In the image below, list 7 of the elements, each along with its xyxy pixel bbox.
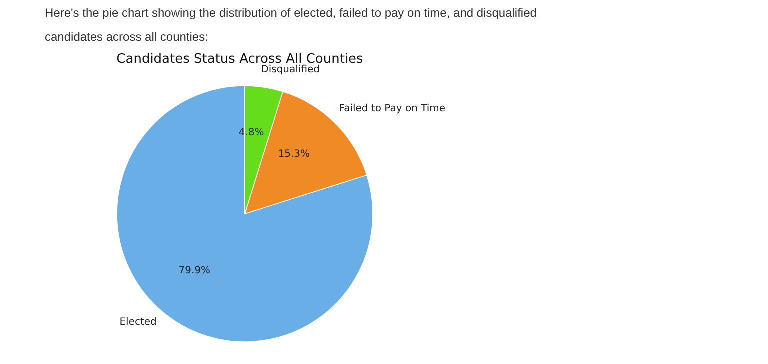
slice-label: Elected	[120, 317, 157, 328]
slice-label: Disqualified	[261, 64, 320, 76]
data-label: 15.3%	[278, 149, 310, 160]
pie-slice	[116, 86, 374, 342]
data-label: 79.9%	[178, 265, 211, 276]
text: Here's the pie chart showing the distribution of elected, failed to pay on time, and disqualified candidates across all counties:	[45, 5, 538, 46]
slice-label: Failed to Pay on Time	[339, 104, 446, 115]
